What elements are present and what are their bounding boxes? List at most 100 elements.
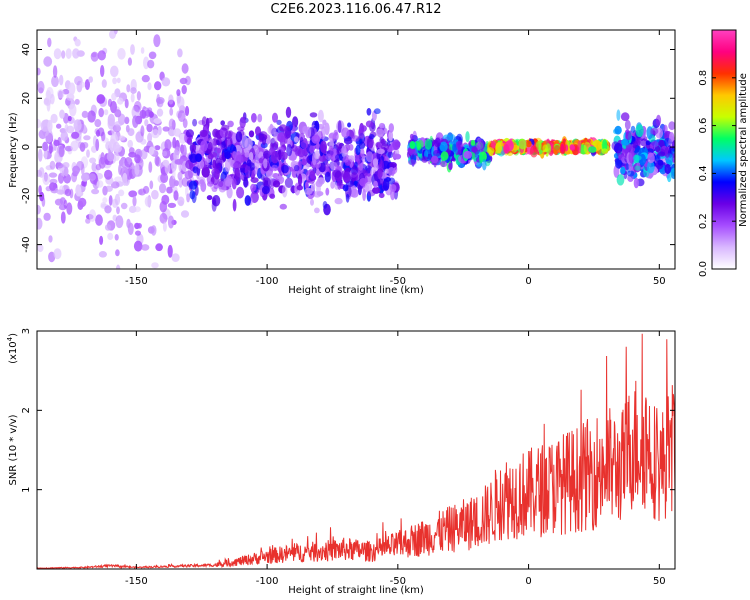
spectrogram-cell [149,180,154,190]
spectrogram-cell [113,151,120,161]
spectrogram-cell [181,144,187,158]
spectrogram-cell [81,173,89,183]
spectrogram-cell [191,143,196,154]
spectrogram-cell [672,140,675,149]
spectrogram-cell [161,77,171,87]
spectrogram-cell [432,149,441,157]
spectrogram-cell [83,135,91,141]
spectrogram-cell [257,113,263,123]
spectrogram-cell [271,151,279,164]
spectrogram-cell [284,177,293,188]
spectrogram-cell [387,151,394,158]
spectrogram-cell [250,177,259,184]
spectrogram-cell [85,218,91,224]
spectrogram-cell [49,182,57,191]
spectrogram-cell [178,200,184,207]
x-tick-label: 0 [525,276,531,287]
spectrogram-cell [147,59,155,69]
spectrogram-cell [267,125,277,135]
spectrogram-cell [96,94,106,104]
spectrogram-cell [57,89,65,99]
spectrogram-cell [73,119,82,132]
spectrogram-cell [207,153,214,160]
spectrogram-cell [51,75,59,88]
spectrogram-cell [102,197,108,204]
spectrogram-cell [212,139,217,152]
spectrogram-cell [482,158,487,171]
spectrogram-cell [71,131,80,139]
spectrogram-cell [646,160,655,174]
spectrogram-cell [37,243,44,253]
spectrogram-cell [486,147,495,154]
spectrogram-cell [207,117,213,124]
spectrogram-cell [67,115,72,122]
spectrogram-cell [207,141,213,155]
x-tick-label: -100 [256,276,279,287]
spectrogram-cell [40,119,50,132]
spectrogram-cell [201,116,208,127]
spectrogram-cell [366,136,374,149]
spectrogram-cell [409,133,414,140]
spectrogram-cell [72,165,80,175]
spectrogram-cell [90,51,99,62]
spectrogram-cell [166,186,173,194]
spectrogram-cell [269,193,276,199]
spectrogram-cell [95,163,102,171]
spectrogram-cell [288,155,297,161]
spectrogram-cell [614,157,622,169]
spectrogram-cell [127,57,132,66]
spectrogram-cell [657,159,664,166]
spectrogram-cell [279,203,287,210]
spectrogram-cell [184,105,190,117]
spectrogram-cell [173,180,179,187]
spectrogram-cell [56,123,62,129]
spectrogram-cell [192,118,198,127]
spectrogram-cell [668,121,675,131]
spectrogram-cell [95,214,103,226]
spectrogram-cell [112,198,118,208]
spectrogram-cell [408,159,417,166]
spectrogram-cell [140,125,145,137]
spectrogram-cell [81,163,85,176]
spectrogram-cell [254,161,260,170]
spectrogram-cell [335,142,342,150]
spectrogram-cell [168,94,174,105]
spectrogram-cell [141,244,150,251]
spectrogram-cell [293,164,300,172]
spectrogram-cell [309,145,315,154]
spectrogram-cell [115,264,121,269]
spectrogram-cell [388,130,394,142]
spectrogram-cell [144,196,152,207]
x-tick-label: -50 [390,576,406,587]
spectrogram-cell [360,125,367,132]
spectrogram-cell [639,138,649,147]
spectrogram-cell [387,167,396,176]
spectrogram-heatmap [37,30,675,269]
spectrogram-cell [114,234,119,241]
spectrogram-cell [345,193,350,203]
spectrogram-cell [118,135,126,141]
spectrogram-cell [616,109,621,121]
y-tick-label: 40 [21,43,32,56]
spectrogram-cell [373,108,381,115]
spectrogram-cell [214,157,223,169]
spectrogram-cell [244,164,251,178]
spectrogram-cell [113,30,118,35]
spectrogram-cell [479,153,483,164]
spectrogram-cell [116,77,121,84]
spectrogram-cell [98,107,104,118]
spectrogram-cell [503,143,510,154]
spectrogram-panel: -150 -100 -50 0 50 -40 -20 0 20 40 Height of stra… [8,29,676,296]
spectrogram-cell [201,166,210,178]
spectrogram-cell [243,177,249,188]
spectrogram-cell [360,148,365,158]
spectrogram-cell [329,161,338,170]
spectrogram-cell [63,166,69,177]
spectrogram-cell [37,80,45,94]
spectrogram-cell [297,173,303,187]
spectrogram-cell [297,148,306,158]
spectrogram-cell [602,139,608,152]
spectrogram-cell [69,103,77,117]
x-tick-label: -50 [390,276,406,287]
spectrogram-cell [155,243,163,252]
